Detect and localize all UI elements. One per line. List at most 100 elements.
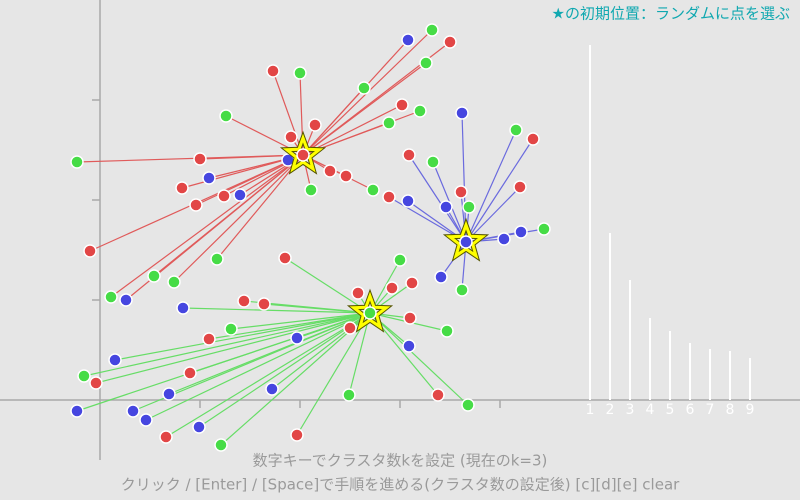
data-point: [304, 183, 318, 197]
assign-line: [302, 154, 374, 191]
bar-label: 3: [626, 402, 635, 418]
assign-line: [296, 312, 371, 436]
assign-line: [284, 257, 371, 314]
data-point: [139, 413, 153, 427]
data-point: [366, 183, 380, 197]
data-point: [175, 181, 189, 195]
assign-line: [165, 312, 371, 438]
data-point: [434, 270, 448, 284]
data-point: [265, 382, 279, 396]
data-point: [70, 404, 84, 418]
bar-label: 4: [646, 402, 655, 418]
data-point: [89, 376, 103, 390]
assign-line: [272, 70, 304, 156]
data-point: [202, 332, 216, 346]
data-point: [217, 189, 231, 203]
bar-label: 2: [606, 402, 615, 418]
assign-line: [230, 312, 371, 330]
assign-line: [182, 307, 371, 314]
data-point: [167, 275, 181, 289]
assign-line: [302, 87, 365, 156]
data-point: [385, 281, 399, 295]
assign-line: [263, 303, 371, 314]
data-point: [425, 23, 439, 37]
data-point: [382, 190, 396, 204]
bar-label: 9: [746, 402, 755, 418]
data-point: [237, 294, 251, 308]
assign-line: [302, 104, 403, 156]
data-point: [526, 132, 540, 146]
centroid-star: [445, 220, 487, 260]
data-point: [257, 297, 271, 311]
data-point: [401, 194, 415, 208]
assign-line: [173, 154, 304, 283]
data-point: [455, 106, 469, 120]
data-point: [339, 169, 353, 183]
data-point: [219, 109, 233, 123]
assign-line: [76, 312, 371, 412]
bar-label: 5: [666, 402, 675, 418]
data-point: [189, 198, 203, 212]
assign-line: [145, 312, 371, 421]
assign-line: [465, 138, 534, 243]
centroid-dot: [459, 235, 473, 249]
data-point: [454, 185, 468, 199]
data-point: [284, 130, 298, 144]
data-point: [293, 66, 307, 80]
data-point: [308, 118, 322, 132]
data-point: [192, 420, 206, 434]
data-point: [70, 155, 84, 169]
data-point: [290, 331, 304, 345]
data-point: [439, 200, 453, 214]
data-point: [403, 311, 417, 325]
data-point: [514, 225, 528, 239]
data-point: [419, 56, 433, 70]
data-point: [402, 339, 416, 353]
data-point: [537, 222, 551, 236]
assign-line: [465, 129, 517, 243]
data-point: [290, 428, 304, 442]
data-point: [431, 388, 445, 402]
bar-label: 7: [706, 402, 715, 418]
assign-line: [348, 312, 371, 396]
data-point: [224, 322, 238, 336]
data-point: [382, 116, 396, 130]
title: ★の初期位置：ランダムに点を選ぶ: [552, 5, 790, 23]
assign-line: [83, 312, 371, 377]
data-point: [497, 232, 511, 246]
data-point: [351, 286, 365, 300]
data-point: [342, 388, 356, 402]
assign-line: [110, 154, 304, 298]
data-point: [461, 398, 475, 412]
footer-line: クリック / [Enter] / [Space]で手順を進める(クラスタ数の設定…: [121, 476, 680, 494]
data-point: [147, 269, 161, 283]
data-point: [462, 200, 476, 214]
data-point: [413, 104, 427, 118]
data-point: [126, 404, 140, 418]
data-point: [402, 148, 416, 162]
data-point: [509, 123, 523, 137]
centroid-dot: [296, 148, 310, 162]
data-point: [455, 283, 469, 297]
bar-label: 6: [686, 402, 695, 418]
data-point: [426, 155, 440, 169]
data-point: [119, 293, 133, 307]
data-point: [395, 98, 409, 112]
data-point: [176, 301, 190, 315]
assign-line: [208, 312, 371, 340]
data-point: [401, 33, 415, 47]
assign-line: [220, 312, 371, 446]
bar-label: 8: [726, 402, 735, 418]
data-point: [266, 64, 280, 78]
data-point: [357, 81, 371, 95]
data-point: [393, 253, 407, 267]
assign-line: [408, 154, 467, 243]
assign-line: [216, 154, 304, 260]
footer-line: 数字キーでクラスタ数kを設定 (現在のk=3): [253, 452, 548, 470]
data-point: [183, 366, 197, 380]
assign-line: [95, 312, 371, 384]
assign-line: [114, 312, 371, 361]
centroid-dot: [363, 306, 377, 320]
